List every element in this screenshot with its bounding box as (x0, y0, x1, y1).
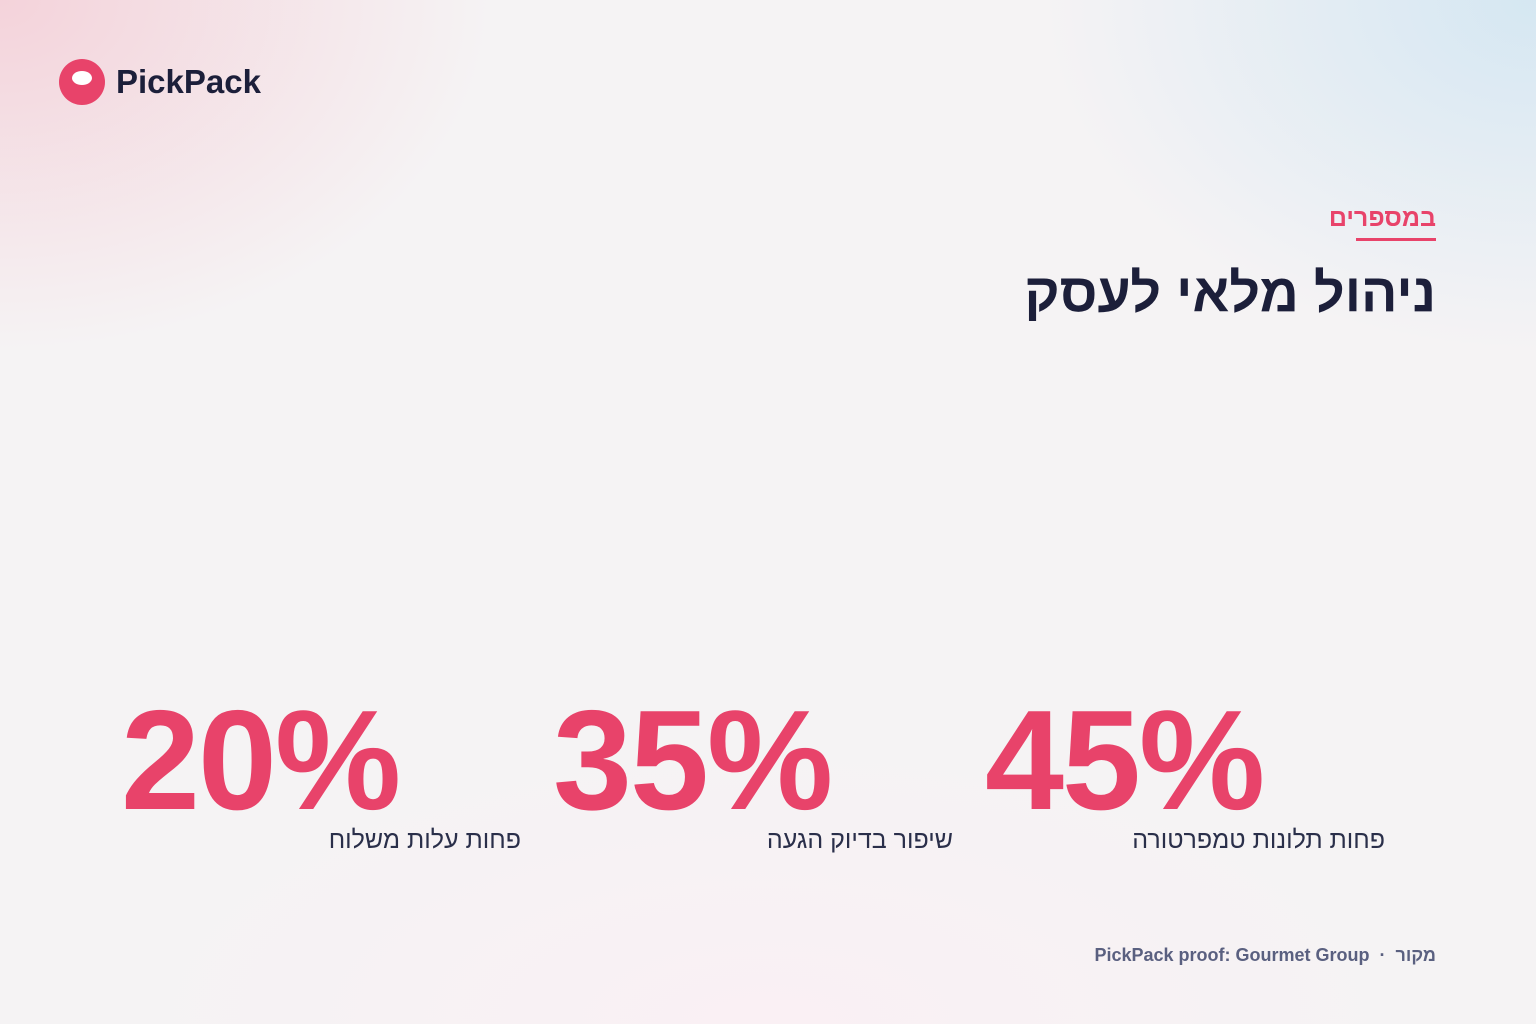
stat-value: 45% (985, 681, 1265, 840)
separator: · (1379, 945, 1386, 965)
stat: 20% פחות עלות משלוח (121, 690, 521, 870)
stat: 35% שיפור בדיוק הגעה (553, 690, 953, 870)
stat-value: 35% (553, 681, 833, 840)
eyebrow-underline (1356, 238, 1436, 241)
stat-value: 20% (121, 681, 401, 840)
brand-logo (59, 59, 105, 105)
stat-label: שיפור בדיוק הגעה (766, 826, 953, 854)
section-title: ניהול מלאי לעסק (1024, 263, 1436, 323)
source: PickPack proof: Gourmet Group (1094, 945, 1370, 965)
stat-label: פחות תלונות טמפרטורה (1132, 826, 1385, 854)
source-label: מקור (1395, 945, 1436, 965)
section-eyebrow: במספרים (1328, 204, 1436, 232)
brand: PickPack (59, 59, 261, 105)
footer: מקור · PickPack proof: Gourmet Group (1094, 945, 1436, 966)
stat: 45% פחות תלונות טמפרטורה (985, 690, 1385, 870)
brand-name: PickPack (116, 63, 261, 100)
stat-label: פחות עלות משלוח (328, 826, 521, 854)
